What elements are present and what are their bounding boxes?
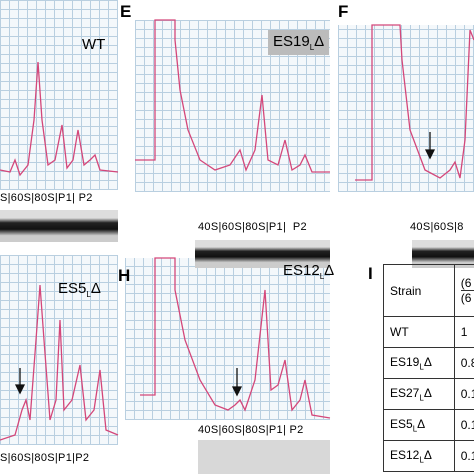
strain-suffix: Δ — [423, 447, 432, 462]
fraction-labels: S|60S|80S|P1| P2 — [0, 192, 93, 204]
strain-cell: ES27LΔ — [383, 378, 455, 410]
fraction-labels: 40S|60S|80S|P1| P2 — [198, 424, 304, 436]
chart-paper — [0, 255, 118, 445]
western-blot — [195, 240, 330, 268]
western-blot — [412, 240, 474, 268]
header-line: (6 — [460, 276, 472, 290]
strain-name: ES19 — [390, 354, 420, 369]
panel-letter: I — [368, 264, 373, 283]
chart-paper — [125, 258, 330, 420]
strain-suffix: Δ — [423, 385, 432, 400]
strain-suffix: Δ — [417, 416, 426, 431]
table-row: WT 1 — [383, 316, 474, 348]
strain-suffix: Δ — [423, 354, 432, 369]
strain-cell: ES12LΔ — [383, 440, 455, 472]
fraction-labels: S|60S|80S|P1|P2 — [0, 452, 90, 464]
strain-name: WT — [390, 325, 409, 339]
ratio-cell: 0.8 — [453, 347, 474, 379]
fraction-labels: 40S|60S|80S|P1| P2 — [198, 221, 307, 233]
strain-cell: ES5LΔ — [383, 409, 455, 441]
strain-name: ES27 — [390, 385, 420, 400]
strain-name: ES5 — [390, 416, 413, 431]
strain-subscript: L — [419, 455, 424, 465]
strain-subscript: L — [419, 393, 424, 403]
strain-subscript: L — [412, 424, 418, 434]
strain-cell: ES19LΔ — [383, 347, 455, 379]
chart-paper — [338, 25, 474, 192]
chart-paper — [0, 0, 118, 190]
ratio-table: Strain(6(6 WT1ES19LΔ0.8ES27LΔ0.1ES5LΔ0.1… — [383, 264, 474, 472]
strain-label: ES19LΔ — [268, 30, 330, 55]
panel-letter: E — [120, 2, 132, 21]
strain-label: ES12LΔ — [283, 262, 335, 281]
panel-letter: F — [338, 2, 349, 21]
ratio-cell: 0.1 — [453, 440, 474, 472]
western-blot — [0, 210, 118, 242]
header-cell: Strain — [383, 264, 455, 317]
fraction-labels: 40S|60S|8 — [410, 221, 464, 233]
strain-name: ES12 — [390, 447, 420, 462]
strain-cell: WT — [383, 316, 455, 348]
ratio-cell: 0.1 — [453, 378, 474, 410]
header-line: (6 — [460, 290, 474, 305]
western-blot — [198, 440, 330, 474]
ratio-cell: 0.1 — [453, 409, 474, 441]
panel-letter: H — [118, 266, 131, 285]
strain-label: WT — [82, 36, 106, 53]
header-cell: (6 (6 — [453, 264, 474, 317]
strain-label: ES5LΔ — [58, 280, 101, 299]
ratio-cell: 1 — [453, 316, 474, 348]
strain-subscript: L — [419, 362, 424, 372]
